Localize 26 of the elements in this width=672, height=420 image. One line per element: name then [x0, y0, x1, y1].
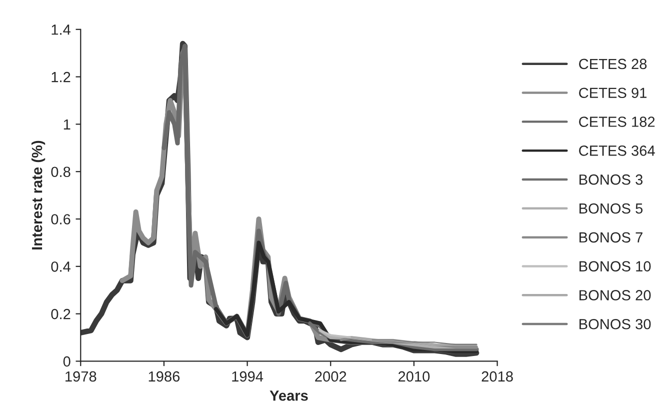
y-tick-label: 1 [64, 119, 70, 130]
y-tick-label: 0.4 [51, 262, 70, 272]
y-tick-label: 0.8 [51, 166, 70, 178]
y-tick-label: 1.2 [52, 72, 70, 82]
y-tick-label: 0 [63, 356, 70, 367]
legend-label: BONOS 10 [580, 261, 651, 272]
x-axis-title: Years [270, 390, 308, 401]
y-tick-label: 0.6 [51, 214, 70, 224]
x-tick-label: 1978 [66, 371, 96, 382]
y-tick-label: 1.4 [52, 24, 70, 35]
legend-label: BONOS 20 [580, 290, 651, 300]
x-tick-label: 2002 [315, 371, 346, 382]
legend-label: CETES 28 [579, 58, 647, 70]
legend-label: CETES 182 [579, 116, 655, 127]
x-tick-label: 1986 [148, 371, 180, 382]
y-axis-title: Interest rate (%) [31, 140, 46, 250]
legend-label: BONOS 30 [580, 318, 651, 330]
x-tick-label: 1994 [232, 371, 264, 382]
x-tick-label: 2010 [398, 371, 430, 382]
y-tick-label: 0.2 [51, 308, 70, 320]
legend-label: BONOS 3 [580, 174, 643, 185]
legend-label: BONOS 5 [580, 203, 643, 214]
legend-label: BONOS 7 [580, 232, 642, 243]
x-tick-label: 2018 [482, 371, 513, 382]
legend-label: CETES 91 [579, 88, 647, 98]
legend-label: CETES 364 [579, 146, 655, 156]
